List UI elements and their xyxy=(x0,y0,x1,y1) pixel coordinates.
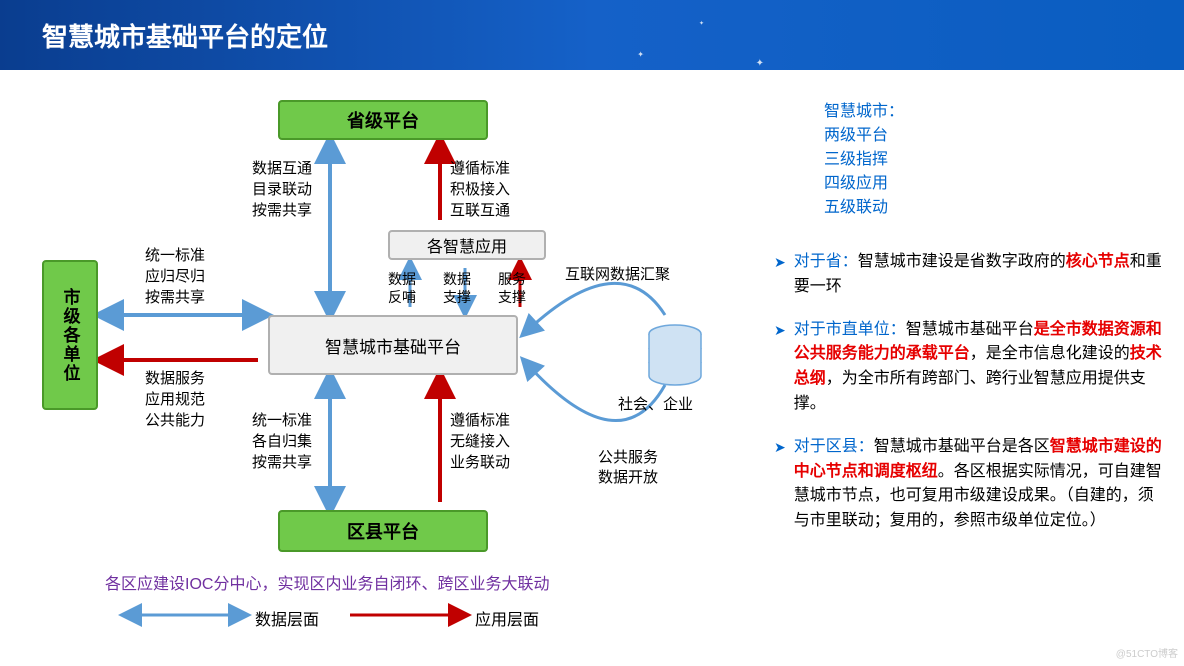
label-app1: 数据 反哺 xyxy=(388,270,416,306)
architecture-diagram: 省级平台 市级各单位 智慧城市基础平台 各智慧应用 区县平台 数据互通目录联动按… xyxy=(0,70,760,630)
slide-header: 智慧城市基础平台的定位 ✦ ✦ ✦ xyxy=(0,0,1184,70)
bullet-marker-icon: ➤ xyxy=(774,252,786,300)
hierarchy-list: 智慧城市： 两级平台 三级指挥 四级应用 五级联动 xyxy=(824,100,1164,220)
node-province-label: 省级平台 xyxy=(347,107,419,133)
node-core-platform: 智慧城市基础平台 xyxy=(268,315,518,375)
label-app3: 服务 支撑 xyxy=(498,270,526,306)
node-core-label: 智慧城市基础平台 xyxy=(325,333,461,358)
bullet-item: ➤对于区县：智慧城市基础平台是各区智慧城市建设的中心节点和调度枢纽。各区根据实际… xyxy=(774,435,1164,534)
hier-item: 智慧城市： xyxy=(824,100,1164,124)
label-net-top: 互联网数据汇聚 xyxy=(565,265,670,285)
node-province: 省级平台 xyxy=(278,100,488,140)
database-icon xyxy=(640,320,710,390)
hier-item: 两级平台 xyxy=(824,124,1164,148)
label-city-top: 统一标准应归尽归按需共享 xyxy=(145,245,205,308)
label-app2: 数据 支撑 xyxy=(443,270,471,306)
node-district-label: 区县平台 xyxy=(347,518,419,544)
bullet-list: ➤对于省：智慧城市建设是省数字政府的核心节点和重要一环➤对于市直单位：智慧城市基… xyxy=(774,250,1164,534)
node-city-units-label: 市级各单位 xyxy=(58,288,83,383)
legend-app-layer: 应用层面 xyxy=(475,606,539,630)
bullet-text: 对于市直单位：智慧城市基础平台是全市数据资源和公共服务能力的承载平台，是全市信息… xyxy=(794,318,1164,417)
node-smart-apps: 各智慧应用 xyxy=(388,230,546,260)
label-prov-right: 遵循标准积极接入互联互通 xyxy=(450,158,510,221)
bullet-item: ➤对于省：智慧城市建设是省数字政府的核心节点和重要一环 xyxy=(774,250,1164,300)
hier-item: 五级联动 xyxy=(824,196,1164,220)
label-net-bottom: 公共服务数据开放 xyxy=(598,448,658,487)
hier-item: 三级指挥 xyxy=(824,148,1164,172)
slide-title: 智慧城市基础平台的定位 xyxy=(42,17,328,54)
label-city-bottom: 数据服务应用规范公共能力 xyxy=(145,368,205,431)
label-prov-left: 数据互通目录联动按需共享 xyxy=(252,158,312,221)
hier-item: 四级应用 xyxy=(824,172,1164,196)
note-purple: 各区应建设IOC分中心，实现区内业务自闭环、跨区业务大联动 xyxy=(105,570,549,594)
node-apps-label: 各智慧应用 xyxy=(427,233,507,257)
node-city-units: 市级各单位 xyxy=(42,260,98,410)
label-society: 社会、企业 xyxy=(618,395,693,415)
label-dist-left: 统一标准各自归集按需共享 xyxy=(252,410,312,473)
legend-data-layer: 数据层面 xyxy=(255,606,319,630)
bullet-marker-icon: ➤ xyxy=(774,437,786,534)
bullet-text: 对于省：智慧城市建设是省数字政府的核心节点和重要一环 xyxy=(794,250,1164,300)
bullet-item: ➤对于市直单位：智慧城市基础平台是全市数据资源和公共服务能力的承载平台，是全市信… xyxy=(774,318,1164,417)
watermark: @51CTO博客 xyxy=(1116,645,1178,660)
bullet-marker-icon: ➤ xyxy=(774,320,786,417)
node-district: 区县平台 xyxy=(278,510,488,552)
right-info-panel: 智慧城市： 两级平台 三级指挥 四级应用 五级联动 ➤对于省：智慧城市建设是省数… xyxy=(774,100,1164,552)
bullet-text: 对于区县：智慧城市基础平台是各区智慧城市建设的中心节点和调度枢纽。各区根据实际情… xyxy=(794,435,1164,534)
label-dist-right: 遵循标准无缝接入业务联动 xyxy=(450,410,510,473)
